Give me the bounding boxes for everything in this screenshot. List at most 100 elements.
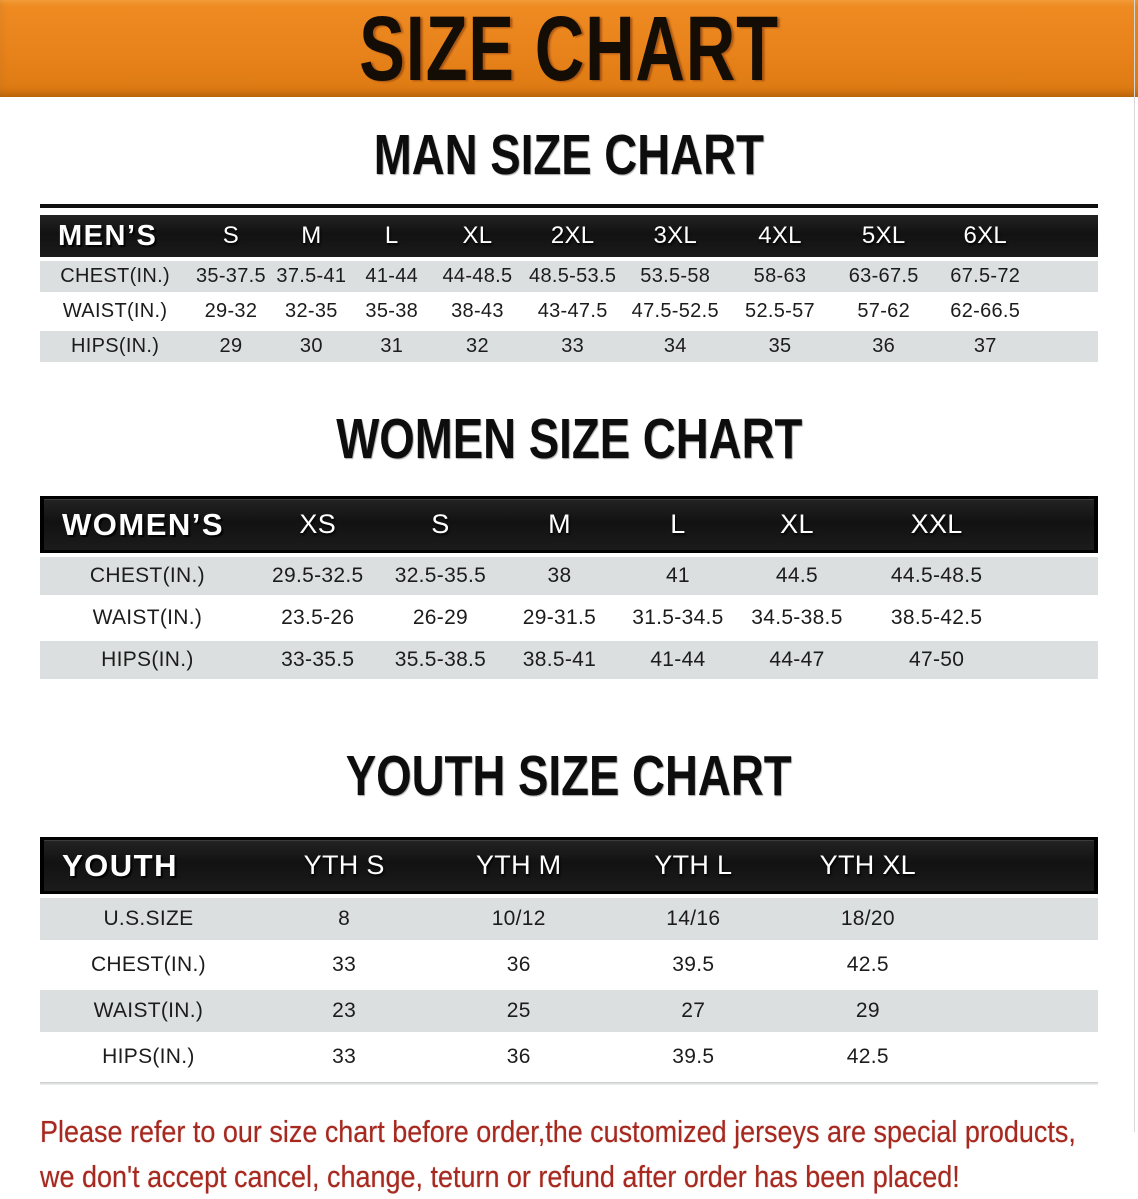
men-size-col: 5XL <box>832 215 935 257</box>
youth-chest-row: CHEST(IN.) 33 36 39.5 42.5 <box>40 944 1098 986</box>
men-hips-row: HIPS(IN.) 29 30 31 32 33 34 35 36 37 <box>40 331 1098 362</box>
cell: 23 <box>256 990 432 1032</box>
cell: 36 <box>832 331 935 362</box>
cell-spacer <box>1035 261 1098 292</box>
men-size-col: 4XL <box>727 215 833 257</box>
youth-size-table: YOUTH YTH S YTH M YTH L YTH XL U.S.SIZE … <box>0 833 1138 1085</box>
cell: 32-35 <box>271 296 352 327</box>
men-header-row: MEN’S S M L XL 2XL 3XL 4XL 5XL 6XL <box>40 215 1098 257</box>
cell-spacer <box>1035 331 1098 362</box>
men-size-col: XL <box>432 215 523 257</box>
cell: 39.5 <box>606 944 781 986</box>
youth-group-label: YOUTH <box>40 837 257 894</box>
row-label: U.S.SIZE <box>40 898 257 940</box>
cell: 43-47.5 <box>522 296 623 327</box>
cell: 36 <box>431 944 606 986</box>
cell: 42.5 <box>780 944 956 986</box>
row-label: CHEST(IN.) <box>40 557 255 595</box>
row-label: WAIST(IN.) <box>40 599 255 637</box>
women-size-col: M <box>500 496 619 553</box>
women-size-col: XXL <box>856 496 1017 553</box>
cell: 31.5-34.5 <box>618 599 738 637</box>
youth-waist-row: WAIST(IN.) 23 25 27 29 <box>40 990 1098 1032</box>
row-label: CHEST(IN.) <box>40 944 257 986</box>
cell: 29 <box>780 990 956 1032</box>
women-section-title: WOMEN SIZE CHART <box>335 407 803 471</box>
men-table: MEN’S S M L XL 2XL 3XL 4XL 5XL 6XL CHEST… <box>40 211 1098 366</box>
row-label: WAIST(IN.) <box>40 990 257 1032</box>
women-size-col: XS <box>254 496 381 553</box>
cell: 47.5-52.5 <box>622 296 728 327</box>
cell: 29-31.5 <box>500 599 619 637</box>
youth-table-bottom-edge <box>40 1082 1098 1085</box>
cell: 41 <box>618 557 738 595</box>
cell: 38-43 <box>432 296 523 327</box>
cell-spacer <box>955 990 1098 1032</box>
cell: 33 <box>522 331 623 362</box>
cell-spacer <box>1035 296 1098 327</box>
cell-spacer <box>955 944 1098 986</box>
men-size-col: 6XL <box>935 215 1036 257</box>
women-header-spacer <box>1016 496 1098 553</box>
women-hips-row: HIPS(IN.) 33-35.5 35.5-38.5 38.5-41 41-4… <box>40 641 1098 679</box>
women-header-row: WOMEN’S XS S M L XL XXL <box>40 496 1098 553</box>
cell: 33-35.5 <box>254 641 381 679</box>
page-title: SIZE CHART <box>359 0 779 100</box>
cell: 44-48.5 <box>432 261 523 292</box>
cell: 42.5 <box>780 1036 956 1078</box>
women-table: WOMEN’S XS S M L XL XXL CHEST(IN.) 29.5-… <box>40 492 1098 683</box>
men-size-table: MEN’S S M L XL 2XL 3XL 4XL 5XL 6XL CHEST… <box>0 204 1138 366</box>
men-section-title: MAN SIZE CHART <box>373 123 765 187</box>
cell: 29 <box>190 331 272 362</box>
footnote-line-2: we don't accept cancel, change, teturn o… <box>40 1159 960 1194</box>
cell: 58-63 <box>727 261 833 292</box>
cell: 35.5-38.5 <box>380 641 501 679</box>
women-chest-row: CHEST(IN.) 29.5-32.5 32.5-35.5 38 41 44.… <box>40 557 1098 595</box>
cell: 26-29 <box>380 599 501 637</box>
footnote: Please refer to our size chart before or… <box>0 1109 1138 1199</box>
cell: 52.5-57 <box>727 296 833 327</box>
youth-size-col: YTH M <box>431 837 606 894</box>
women-size-col: XL <box>737 496 857 553</box>
men-chest-row: CHEST(IN.) 35-37.5 37.5-41 41-44 44-48.5… <box>40 261 1098 292</box>
cell: 37.5-41 <box>271 261 352 292</box>
cell-spacer <box>955 1036 1098 1078</box>
men-size-col: S <box>190 215 272 257</box>
youth-size-col: YTH XL <box>780 837 956 894</box>
cell: 62-66.5 <box>935 296 1036 327</box>
cell: 29.5-32.5 <box>254 557 381 595</box>
women-group-label: WOMEN’S <box>40 496 255 553</box>
cell: 8 <box>256 898 432 940</box>
cell-spacer <box>1016 557 1098 595</box>
cell-spacer <box>1016 641 1098 679</box>
cell: 34.5-38.5 <box>737 599 857 637</box>
cell: 38.5-41 <box>500 641 619 679</box>
youth-section-title: YOUTH SIZE CHART <box>346 744 792 808</box>
youth-hips-row: HIPS(IN.) 33 36 39.5 42.5 <box>40 1036 1098 1078</box>
women-size-col: L <box>618 496 738 553</box>
youth-size-col: YTH S <box>256 837 432 894</box>
cell: 32.5-35.5 <box>380 557 501 595</box>
cell: 32 <box>432 331 523 362</box>
cell: 33 <box>256 1036 432 1078</box>
cell: 31 <box>351 331 433 362</box>
cell: 34 <box>622 331 728 362</box>
cell: 44.5-48.5 <box>856 557 1017 595</box>
cell: 35-37.5 <box>190 261 272 292</box>
cell: 63-67.5 <box>832 261 935 292</box>
cell: 48.5-53.5 <box>522 261 623 292</box>
row-label: CHEST(IN.) <box>40 261 191 292</box>
cell: 37 <box>935 331 1036 362</box>
cell: 47-50 <box>856 641 1017 679</box>
cell: 35-38 <box>351 296 433 327</box>
men-size-col: 2XL <box>522 215 623 257</box>
cell: 67.5-72 <box>935 261 1036 292</box>
men-size-col: 3XL <box>622 215 728 257</box>
row-label: WAIST(IN.) <box>40 296 191 327</box>
men-header-spacer <box>1035 215 1098 257</box>
cell: 27 <box>606 990 781 1032</box>
cell: 41-44 <box>351 261 433 292</box>
cell: 53.5-58 <box>622 261 728 292</box>
cell: 38.5-42.5 <box>856 599 1017 637</box>
row-label: HIPS(IN.) <box>40 331 191 362</box>
